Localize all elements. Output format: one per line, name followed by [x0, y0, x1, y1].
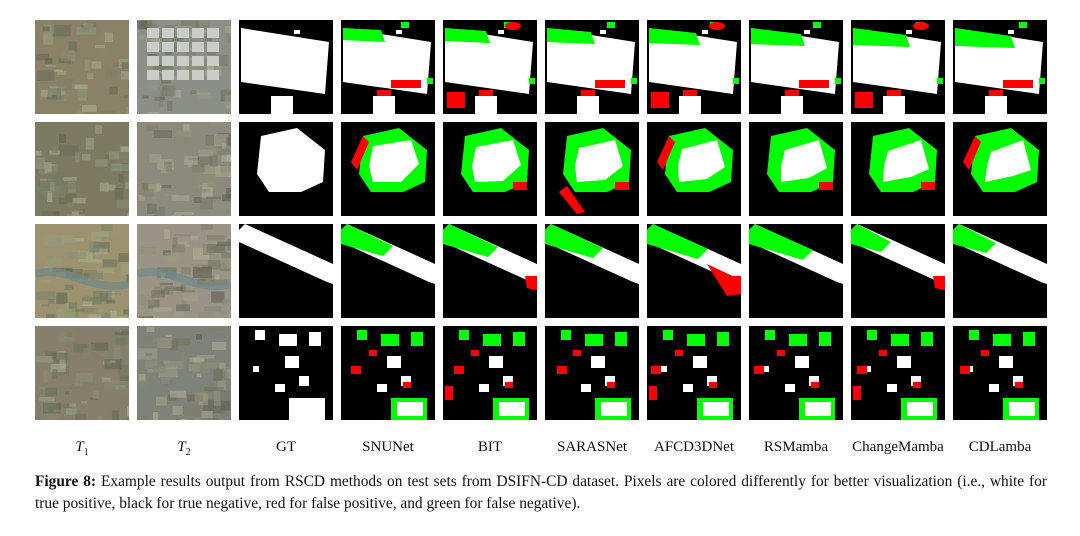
panel-rsmamba-row-4 [749, 326, 843, 420]
panel-bit-row-4 [443, 326, 537, 420]
panel-afcd3dnet-row-3 [647, 224, 741, 318]
column-label-t1: T1 [75, 439, 89, 458]
panel-cdlamba-row-1 [953, 20, 1047, 114]
panel-changemamba-row-2 [851, 122, 945, 216]
column-label-gt: GT [276, 439, 296, 455]
panel-rsmamba-row-1 [749, 20, 843, 114]
panel-changemamba-row-1 [851, 20, 945, 114]
panel-cdlamba-row-3 [953, 224, 1047, 318]
panel-bit-row-1 [443, 20, 537, 114]
panel-changemamba-row-3 [851, 224, 945, 318]
panel-cdlamba-row-2 [953, 122, 1047, 216]
panel-t1-row-2 [35, 122, 129, 216]
panel-afcd3dnet-row-4 [647, 326, 741, 420]
panel-t2-row-3 [137, 224, 231, 318]
column-label-changemamba: ChangeMamba [852, 439, 944, 455]
panel-gt-row-3 [239, 224, 333, 318]
panel-afcd3dnet-row-1 [647, 20, 741, 114]
panel-t1-row-1 [35, 20, 129, 114]
panel-gt-row-1 [239, 20, 333, 114]
column-label-cdlamba: CDLamba [968, 439, 1032, 455]
panel-changemamba-row-4 [851, 326, 945, 420]
panel-gt-row-2 [239, 122, 333, 216]
panel-sarasnet-row-3 [545, 224, 639, 318]
panel-snunet-row-2 [341, 122, 435, 216]
figure-caption: Figure 8: Example results output from RS… [35, 471, 1047, 515]
panel-snunet-row-1 [341, 20, 435, 114]
panel-t2-row-1 [137, 20, 231, 114]
panel-cdlamba-row-4 [953, 326, 1047, 420]
panel-rsmamba-row-2 [749, 122, 843, 216]
column-label-rsmamba: RSMamba [763, 439, 829, 455]
panel-snunet-row-4 [341, 326, 435, 420]
panel-t2-row-4 [137, 326, 231, 420]
panel-snunet-row-3 [341, 224, 435, 318]
caption-label: Figure 8: [35, 473, 97, 490]
panel-sarasnet-row-2 [545, 122, 639, 216]
panel-t1-row-3 [35, 224, 129, 318]
column-label-sarasnet: SARASNet [556, 439, 627, 455]
panel-gt-row-4 [239, 326, 333, 420]
panel-t1-row-4 [35, 326, 129, 420]
column-label-t2: T2 [177, 439, 191, 458]
panel-sarasnet-row-4 [545, 326, 639, 420]
caption-text: Example results output from RSCD methods… [35, 473, 1047, 512]
panel-bit-row-3 [443, 224, 537, 318]
panel-bit-row-2 [443, 122, 537, 216]
column-label-afcd3dnet: AFCD3DNet [653, 439, 734, 455]
panel-rsmamba-row-3 [749, 224, 843, 318]
column-label-bit: BIT [477, 439, 503, 455]
column-label-snunet: SNUNet [362, 439, 414, 455]
panel-afcd3dnet-row-2 [647, 122, 741, 216]
panel-t2-row-2 [137, 122, 231, 216]
panel-sarasnet-row-1 [545, 20, 639, 114]
